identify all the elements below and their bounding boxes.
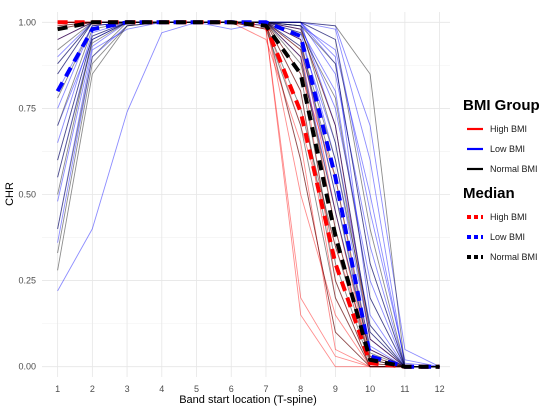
legend: BMI Group High BMI Low BMI Normal BMI Median… [463,97,540,262]
y-tick-label: 0.75 [18,103,36,113]
x-tick-label: 7 [263,384,268,394]
y-tick-label: 0.00 [18,362,36,372]
x-tick-label: 10 [365,384,375,394]
legend-title: Median [463,185,515,202]
x-tick-label: 9 [333,384,338,394]
y-tick-label: 0.50 [18,190,36,200]
x-tick-label: 12 [435,384,445,394]
x-tick-label: 2 [90,384,95,394]
legend-label: High BMI [490,212,527,222]
y-tick-label: 1.00 [18,17,36,27]
series-line [57,21,440,368]
x-tick-label: 1 [55,384,60,394]
x-tick-label: 11 [400,384,409,394]
y-axis-title: CHR [4,182,16,206]
x-axis-title: Band start location (T-spine) [179,394,317,406]
y-tick-label: 0.25 [18,276,36,286]
x-tick-label: 3 [125,384,130,394]
x-tick-label: 5 [194,384,199,394]
legend-label: Normal BMI [490,164,538,174]
legend-label: Low BMI [490,144,525,154]
grid-lines [42,12,450,377]
legend-label: High BMI [490,124,527,134]
legend-label: Low BMI [490,232,525,242]
legend-title: BMI Group [463,97,540,114]
x-tick-label: 4 [159,384,164,394]
median-line [57,20,440,369]
median-series-lines [55,20,440,369]
axis-tick-labels: 0.000.250.500.751.001 2 3 4 5 6 7 8 9 10 11 12 [18,17,444,394]
x-tick-label: 8 [298,384,303,394]
x-tick-label: 6 [229,384,234,394]
legend-label: Normal BMI [490,252,538,262]
